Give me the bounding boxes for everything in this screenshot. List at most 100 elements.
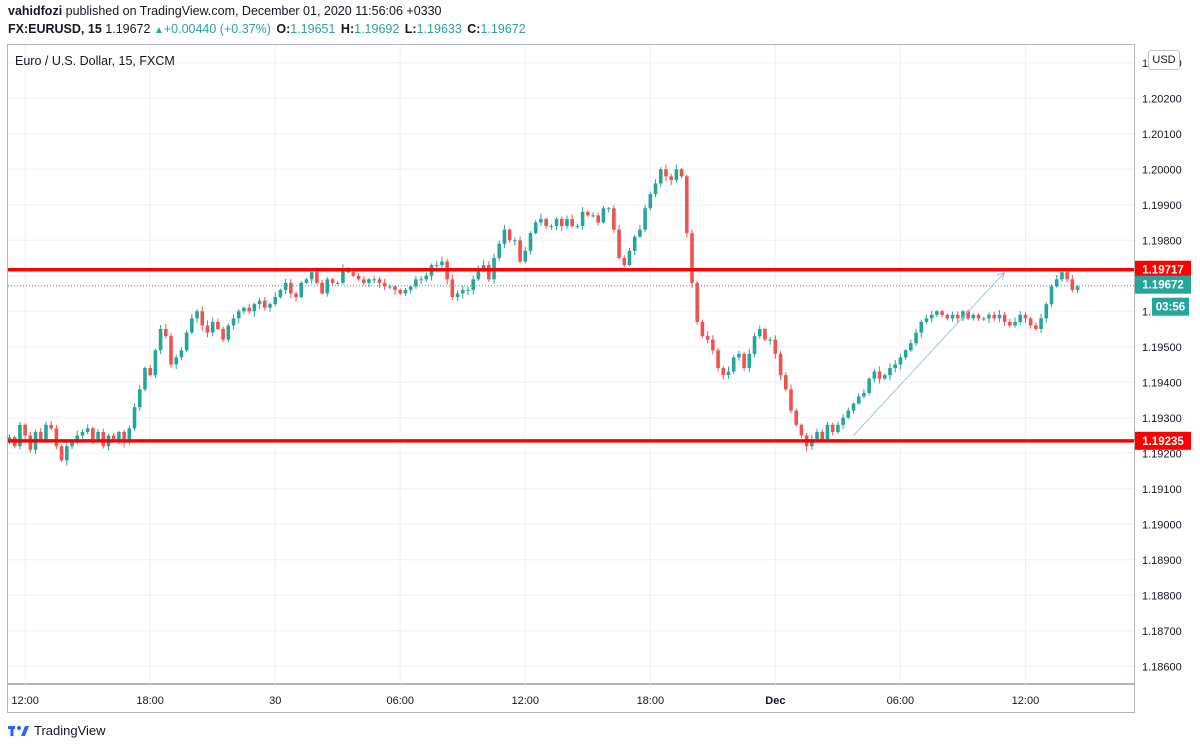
close-key: C: bbox=[467, 22, 481, 36]
y-tick-label: 1.19200 bbox=[1142, 448, 1182, 460]
candle-body bbox=[992, 314, 996, 319]
x-tick-label: 18:00 bbox=[136, 695, 164, 707]
candle-body bbox=[367, 279, 371, 283]
candle-body bbox=[497, 243, 502, 258]
candle-body bbox=[262, 300, 267, 308]
candlestick-series bbox=[7, 164, 1080, 466]
candle-body bbox=[669, 176, 673, 180]
candle-body bbox=[778, 353, 783, 376]
candle-body bbox=[351, 272, 356, 276]
candle-body bbox=[929, 314, 934, 319]
candle-body bbox=[195, 311, 199, 319]
candle-body bbox=[273, 297, 278, 305]
candle-body bbox=[773, 339, 778, 354]
low-value: 1.19633 bbox=[416, 22, 462, 36]
chart-legend: Euro / U.S. Dollar, 15, FXCM bbox=[15, 54, 175, 68]
candle-body bbox=[711, 339, 715, 351]
y-tick-label: 1.19100 bbox=[1142, 484, 1182, 496]
brand: TradingView bbox=[8, 723, 106, 738]
candle-body bbox=[111, 435, 116, 440]
trend-arrow-line bbox=[853, 271, 1005, 436]
candle-body bbox=[747, 353, 752, 369]
candle-body bbox=[783, 375, 788, 390]
candle-body bbox=[388, 286, 392, 288]
high-key: H: bbox=[340, 22, 355, 36]
candle-body bbox=[851, 403, 856, 411]
candle-body bbox=[278, 289, 283, 298]
y-tick-label: 1.20200 bbox=[1142, 93, 1182, 105]
price-badges: 1.19717 1.19235 1.19672 03:56 bbox=[1135, 260, 1191, 450]
candle-body bbox=[591, 215, 595, 217]
trend-arrow bbox=[853, 271, 1006, 436]
candle-body bbox=[914, 332, 918, 344]
candle-body bbox=[606, 208, 611, 210]
candle-body bbox=[544, 218, 548, 227]
candle-body bbox=[408, 286, 413, 290]
candle-body bbox=[950, 314, 955, 319]
candle-body bbox=[846, 410, 851, 418]
candle-body bbox=[679, 169, 684, 177]
candle-body bbox=[533, 222, 538, 234]
candle-body bbox=[763, 329, 767, 340]
y-tick-label: 1.19800 bbox=[1142, 235, 1182, 247]
candle-body bbox=[122, 431, 126, 443]
candle-body bbox=[1044, 304, 1049, 319]
y-tick-label: 1.19300 bbox=[1142, 413, 1182, 425]
candle-body bbox=[502, 229, 507, 244]
candle-body bbox=[518, 240, 522, 262]
candle-body bbox=[158, 329, 163, 351]
price-axis-divider bbox=[1134, 44, 1135, 713]
candle-body bbox=[169, 336, 173, 365]
candle-body bbox=[705, 336, 710, 340]
candle-body bbox=[325, 279, 330, 294]
close-value: 1.19672 bbox=[480, 22, 526, 36]
candle-body bbox=[799, 424, 804, 436]
candle-body bbox=[91, 428, 95, 440]
currency-button[interactable]: USD bbox=[1148, 50, 1180, 70]
countdown-badge-bg bbox=[1152, 297, 1189, 316]
candle-body bbox=[570, 218, 574, 227]
candle-body bbox=[648, 194, 653, 209]
y-tick-label: 1.19500 bbox=[1142, 342, 1182, 354]
candle-body bbox=[1060, 272, 1064, 280]
candle-body bbox=[289, 282, 293, 294]
candle-body bbox=[309, 272, 314, 280]
candle-body bbox=[820, 431, 825, 440]
x-tick-label: 12:00 bbox=[11, 695, 39, 707]
candle-body bbox=[1013, 321, 1017, 326]
candle-body bbox=[867, 378, 871, 393]
trend-arrow-head bbox=[996, 271, 1006, 280]
candle-body bbox=[903, 350, 908, 358]
candle-body bbox=[23, 424, 27, 436]
candle-body bbox=[7, 437, 12, 441]
candle-body bbox=[252, 304, 257, 312]
candle-body bbox=[403, 289, 408, 294]
y-tick-label: 1.19000 bbox=[1142, 519, 1182, 531]
x-tick-label: 30 bbox=[269, 695, 281, 707]
candle-body bbox=[966, 311, 970, 319]
candle-body bbox=[174, 357, 179, 365]
candle-body bbox=[909, 343, 913, 351]
candle-body bbox=[80, 431, 85, 436]
candle-body bbox=[877, 371, 882, 379]
candle-body bbox=[935, 311, 939, 315]
candle-body bbox=[513, 240, 517, 242]
candle-body bbox=[487, 265, 491, 280]
time-axis[interactable] bbox=[7, 685, 1134, 713]
plot-area[interactable] bbox=[7, 44, 1134, 684]
candle-body bbox=[304, 279, 309, 283]
candle-body bbox=[372, 279, 376, 281]
candle-body bbox=[356, 275, 361, 280]
y-tick-label: 1.18700 bbox=[1142, 626, 1182, 638]
candle-body bbox=[190, 318, 194, 333]
x-tick-label: 12:00 bbox=[1012, 695, 1040, 707]
candle-body bbox=[559, 218, 564, 227]
candle-body bbox=[414, 279, 418, 287]
candle-body bbox=[1034, 325, 1038, 329]
candle-body bbox=[184, 332, 189, 351]
publish-info: published on TradingView.com, December 0… bbox=[65, 4, 442, 18]
candle-body bbox=[299, 282, 304, 298]
candle-body bbox=[586, 211, 590, 216]
candle-body bbox=[54, 428, 59, 447]
